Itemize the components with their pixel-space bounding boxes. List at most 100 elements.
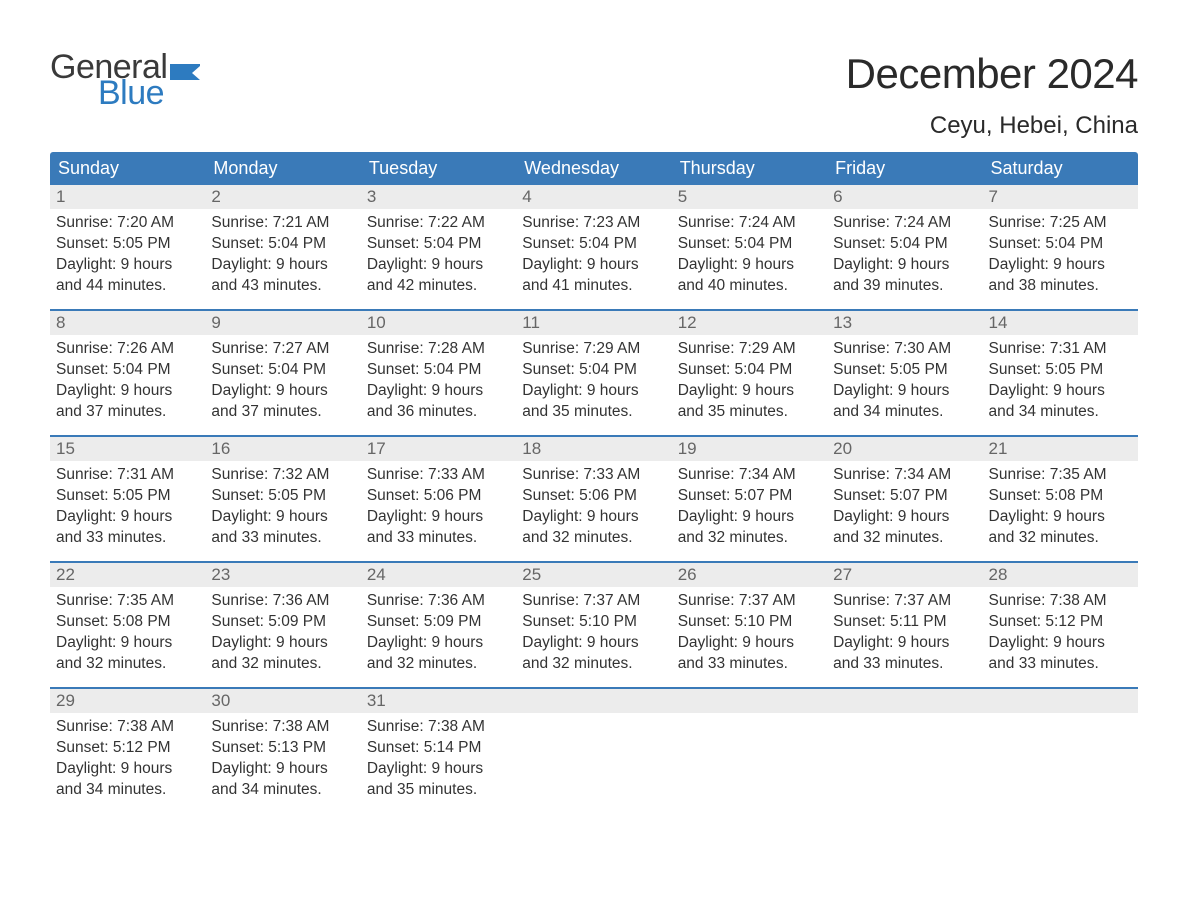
daylight-line1: Daylight: 9 hours <box>211 507 354 528</box>
sunset-text: Sunset: 5:05 PM <box>56 234 199 255</box>
day-number: 2 <box>205 185 360 209</box>
month-title: December 2024 <box>846 50 1138 98</box>
day-number: 14 <box>983 311 1138 335</box>
day-details: Sunrise: 7:38 AMSunset: 5:12 PMDaylight:… <box>983 587 1138 683</box>
day-details: Sunrise: 7:26 AMSunset: 5:04 PMDaylight:… <box>50 335 205 431</box>
sunset-text: Sunset: 5:05 PM <box>56 486 199 507</box>
calendar-day: 13Sunrise: 7:30 AMSunset: 5:05 PMDayligh… <box>827 311 982 435</box>
sunrise-text: Sunrise: 7:26 AM <box>56 339 199 360</box>
day-number: 6 <box>827 185 982 209</box>
day-number: 15 <box>50 437 205 461</box>
day-number: 11 <box>516 311 671 335</box>
day-number: 1 <box>50 185 205 209</box>
sunset-text: Sunset: 5:04 PM <box>522 360 665 381</box>
sunset-text: Sunset: 5:04 PM <box>522 234 665 255</box>
calendar-day: 17Sunrise: 7:33 AMSunset: 5:06 PMDayligh… <box>361 437 516 561</box>
sunset-text: Sunset: 5:09 PM <box>367 612 510 633</box>
sunset-text: Sunset: 5:12 PM <box>56 738 199 759</box>
daylight-line1: Daylight: 9 hours <box>989 255 1132 276</box>
sunrise-text: Sunrise: 7:21 AM <box>211 213 354 234</box>
sunrise-text: Sunrise: 7:23 AM <box>522 213 665 234</box>
daylight-line2: and 32 minutes. <box>211 654 354 675</box>
daylight-line1: Daylight: 9 hours <box>678 507 821 528</box>
calendar-day: 9Sunrise: 7:27 AMSunset: 5:04 PMDaylight… <box>205 311 360 435</box>
calendar-day: 10Sunrise: 7:28 AMSunset: 5:04 PMDayligh… <box>361 311 516 435</box>
calendar-day: 15Sunrise: 7:31 AMSunset: 5:05 PMDayligh… <box>50 437 205 561</box>
sunrise-text: Sunrise: 7:24 AM <box>833 213 976 234</box>
sunrise-text: Sunrise: 7:36 AM <box>211 591 354 612</box>
day-details: Sunrise: 7:22 AMSunset: 5:04 PMDaylight:… <box>361 209 516 305</box>
day-details: Sunrise: 7:34 AMSunset: 5:07 PMDaylight:… <box>672 461 827 557</box>
day-details: Sunrise: 7:33 AMSunset: 5:06 PMDaylight:… <box>516 461 671 557</box>
daylight-line2: and 35 minutes. <box>367 780 510 801</box>
day-number: 27 <box>827 563 982 587</box>
day-number: 31 <box>361 689 516 713</box>
daylight-line1: Daylight: 9 hours <box>367 759 510 780</box>
calendar-day: 5Sunrise: 7:24 AMSunset: 5:04 PMDaylight… <box>672 185 827 309</box>
daylight-line1: Daylight: 9 hours <box>522 255 665 276</box>
calendar-day: 8Sunrise: 7:26 AMSunset: 5:04 PMDaylight… <box>50 311 205 435</box>
day-number: 17 <box>361 437 516 461</box>
sunrise-text: Sunrise: 7:38 AM <box>367 717 510 738</box>
day-number: 25 <box>516 563 671 587</box>
calendar-header-row: Sunday Monday Tuesday Wednesday Thursday… <box>50 152 1138 185</box>
sunset-text: Sunset: 5:04 PM <box>56 360 199 381</box>
sunrise-text: Sunrise: 7:27 AM <box>211 339 354 360</box>
sunset-text: Sunset: 5:04 PM <box>211 360 354 381</box>
daylight-line2: and 36 minutes. <box>367 402 510 423</box>
daylight-line2: and 32 minutes. <box>522 528 665 549</box>
day-number: 23 <box>205 563 360 587</box>
day-details: Sunrise: 7:37 AMSunset: 5:10 PMDaylight:… <box>516 587 671 683</box>
daylight-line1: Daylight: 9 hours <box>56 507 199 528</box>
day-number: 28 <box>983 563 1138 587</box>
daylight-line1: Daylight: 9 hours <box>56 255 199 276</box>
daylight-line1: Daylight: 9 hours <box>367 381 510 402</box>
header-row: General Blue December 2024 Ceyu, Hebei, … <box>50 50 1138 140</box>
calendar-day: 21Sunrise: 7:35 AMSunset: 5:08 PMDayligh… <box>983 437 1138 561</box>
sunrise-text: Sunrise: 7:22 AM <box>367 213 510 234</box>
daylight-line1: Daylight: 9 hours <box>367 255 510 276</box>
day-header: Tuesday <box>361 152 516 185</box>
sunset-text: Sunset: 5:08 PM <box>56 612 199 633</box>
daylight-line1: Daylight: 9 hours <box>833 381 976 402</box>
day-header: Saturday <box>983 152 1138 185</box>
sunset-text: Sunset: 5:07 PM <box>833 486 976 507</box>
sunrise-text: Sunrise: 7:33 AM <box>367 465 510 486</box>
daylight-line1: Daylight: 9 hours <box>989 381 1132 402</box>
empty-day-header <box>983 689 1138 713</box>
title-block: December 2024 Ceyu, Hebei, China <box>846 50 1138 140</box>
day-number: 22 <box>50 563 205 587</box>
sunrise-text: Sunrise: 7:37 AM <box>678 591 821 612</box>
day-number: 19 <box>672 437 827 461</box>
sunset-text: Sunset: 5:05 PM <box>211 486 354 507</box>
empty-day-header <box>827 689 982 713</box>
daylight-line2: and 33 minutes. <box>678 654 821 675</box>
calendar-day: 12Sunrise: 7:29 AMSunset: 5:04 PMDayligh… <box>672 311 827 435</box>
day-header: Monday <box>205 152 360 185</box>
calendar-day: 14Sunrise: 7:31 AMSunset: 5:05 PMDayligh… <box>983 311 1138 435</box>
daylight-line2: and 35 minutes. <box>522 402 665 423</box>
daylight-line2: and 34 minutes. <box>833 402 976 423</box>
logo-word-blue: Blue <box>98 76 200 110</box>
daylight-line1: Daylight: 9 hours <box>522 633 665 654</box>
day-number: 21 <box>983 437 1138 461</box>
calendar-week: 8Sunrise: 7:26 AMSunset: 5:04 PMDaylight… <box>50 309 1138 435</box>
day-number: 3 <box>361 185 516 209</box>
sunrise-text: Sunrise: 7:32 AM <box>211 465 354 486</box>
empty-day-header <box>516 689 671 713</box>
daylight-line2: and 32 minutes. <box>678 528 821 549</box>
sunset-text: Sunset: 5:13 PM <box>211 738 354 759</box>
daylight-line1: Daylight: 9 hours <box>211 381 354 402</box>
sunrise-text: Sunrise: 7:25 AM <box>989 213 1132 234</box>
daylight-line2: and 34 minutes. <box>211 780 354 801</box>
sunrise-text: Sunrise: 7:29 AM <box>678 339 821 360</box>
calendar-day <box>516 689 671 813</box>
day-details: Sunrise: 7:36 AMSunset: 5:09 PMDaylight:… <box>361 587 516 683</box>
day-number: 26 <box>672 563 827 587</box>
calendar-day: 3Sunrise: 7:22 AMSunset: 5:04 PMDaylight… <box>361 185 516 309</box>
calendar-day: 29Sunrise: 7:38 AMSunset: 5:12 PMDayligh… <box>50 689 205 813</box>
daylight-line2: and 33 minutes. <box>56 528 199 549</box>
day-number: 29 <box>50 689 205 713</box>
sunrise-text: Sunrise: 7:35 AM <box>56 591 199 612</box>
sunset-text: Sunset: 5:07 PM <box>678 486 821 507</box>
